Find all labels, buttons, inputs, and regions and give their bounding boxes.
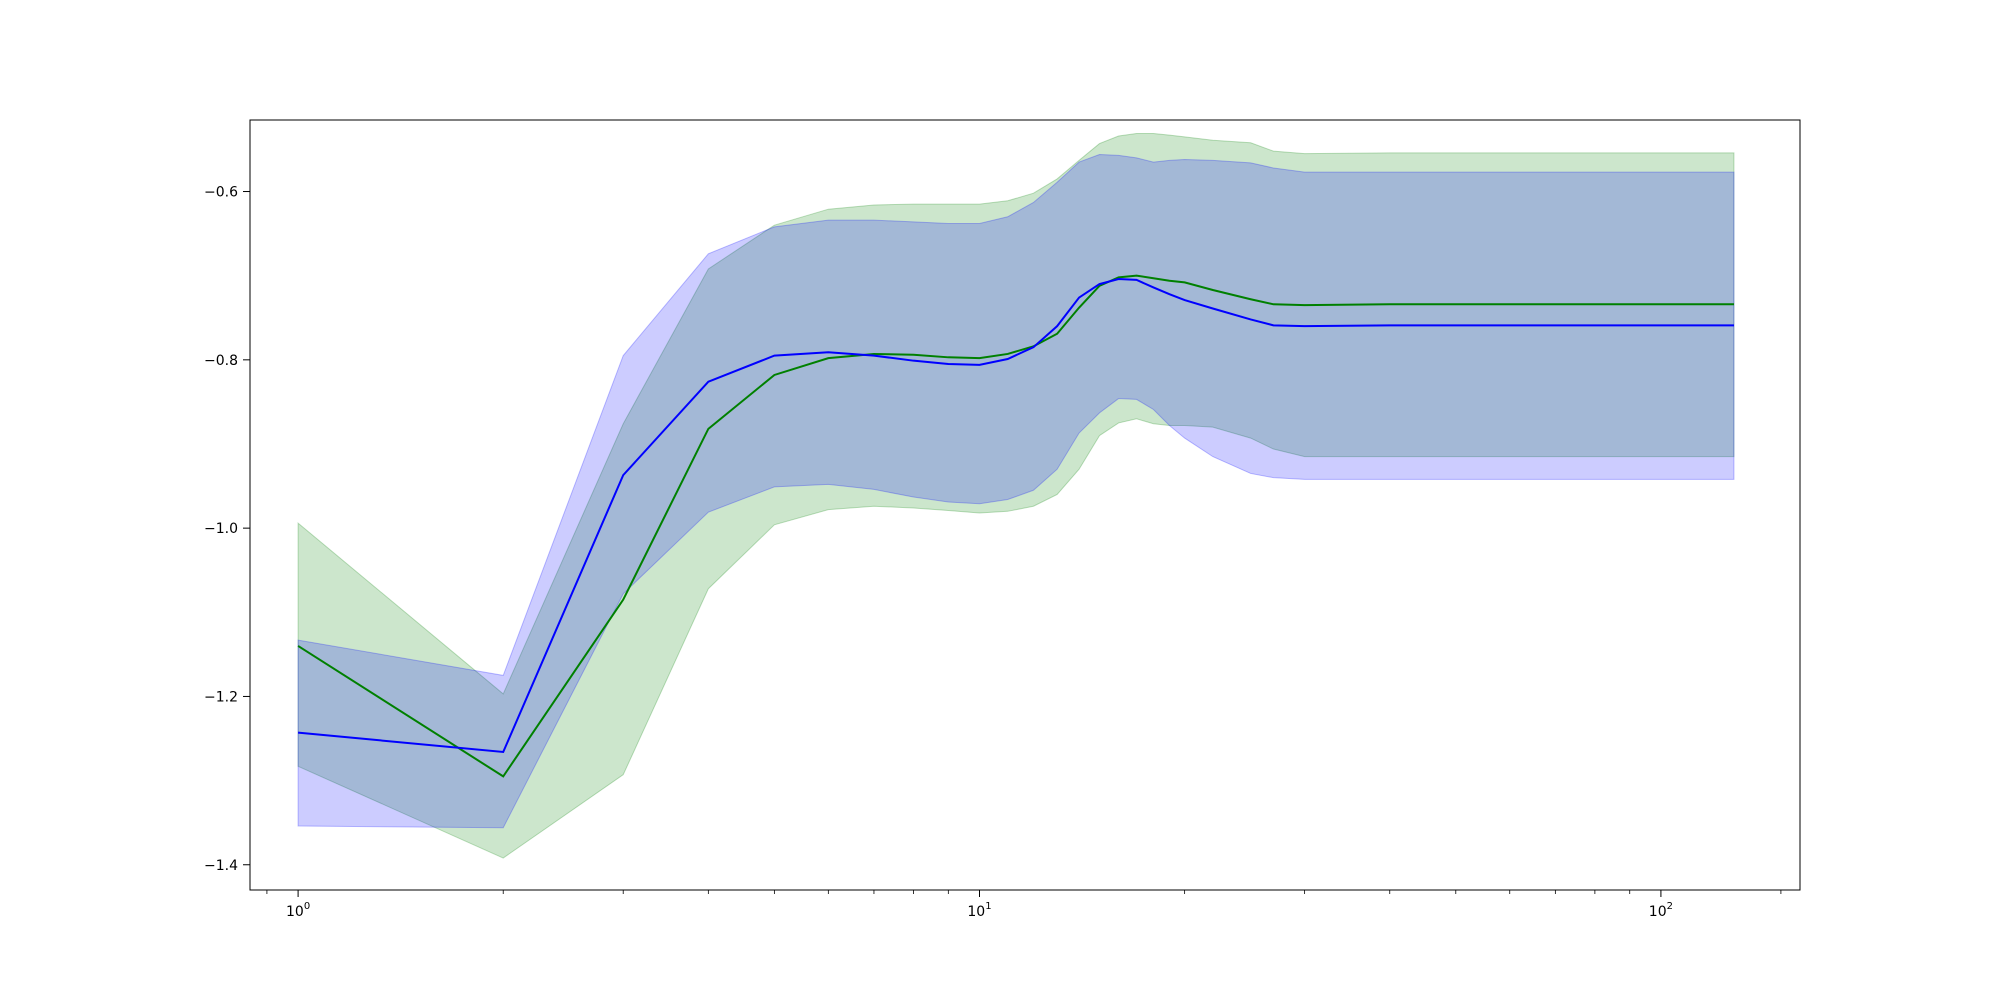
series-lines [297, 274, 1734, 778]
y-tick-label-0: −0.6 [204, 185, 238, 201]
plot-area [250, 120, 1800, 890]
x-tick-label-0: 100 [286, 901, 310, 920]
x-axis: 100 101 102 [266, 890, 1782, 920]
y-tick-label-3: −1.2 [204, 689, 238, 705]
y-tick-label-4: −1.4 [204, 858, 238, 874]
confidence-bands [297, 132, 1735, 859]
plot-frame [249, 119, 1801, 891]
y-tick-label-2: −1.0 [204, 521, 238, 537]
series-0-band [297, 132, 1735, 859]
series-1-band [297, 153, 1735, 829]
y-tick-label-1: −0.8 [204, 353, 238, 369]
series-1-line [297, 278, 1734, 754]
series-0-line [297, 274, 1734, 778]
y-axis: −0.6 −0.8 −1.0 −1.2 −1.4 [204, 185, 250, 874]
x-tick-label-1: 101 [967, 901, 991, 920]
x-tick-label-2: 102 [1649, 901, 1673, 920]
